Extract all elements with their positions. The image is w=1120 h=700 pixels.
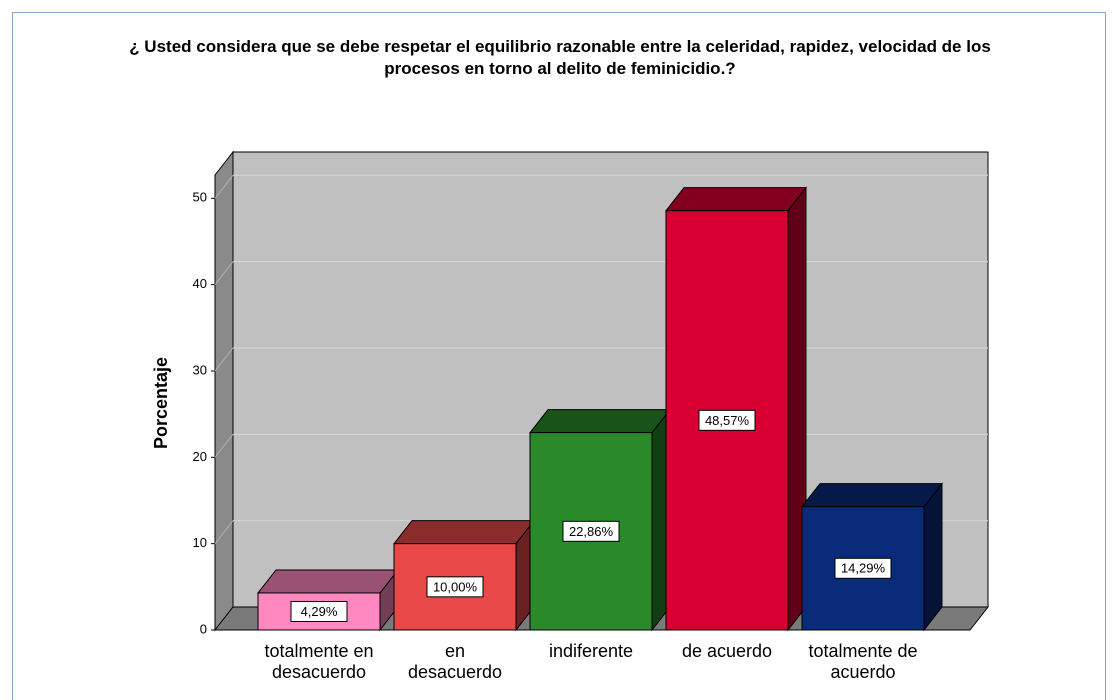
value-label-box: [290, 600, 348, 622]
grid-line: [214, 261, 234, 285]
y-tick-label: 40: [193, 276, 207, 291]
x-tick-label: totalmente de acuerdo: [808, 641, 918, 682]
bar-top: [664, 187, 808, 212]
grid-line: [214, 434, 234, 458]
value-label: 4,29%: [301, 604, 338, 619]
bar-top: [256, 569, 400, 594]
side-wall: [214, 150, 234, 632]
frame: [12, 12, 1106, 700]
y-tick-label: 0: [200, 621, 207, 636]
grid-line: [214, 520, 234, 544]
y-tick-label: 30: [193, 362, 207, 377]
x-tick-label: en desacuerdo: [407, 641, 503, 682]
grid-line: [214, 347, 234, 372]
value-label-box: [562, 520, 620, 542]
y-axis-label: Porcentaje: [151, 357, 171, 449]
x-tick-label: de acuerdo: [681, 641, 773, 661]
value-label: 14,29%: [841, 561, 886, 576]
value-label-box: [698, 409, 756, 431]
grid-line: [214, 175, 234, 199]
bar-top: [800, 483, 944, 508]
x-tick-label: totalmente en desacuerdo: [264, 641, 374, 682]
chart-title: ¿ Usted considera que se debe respetar e…: [129, 37, 991, 78]
value-label: 22,86%: [569, 524, 614, 539]
value-label: 10,00%: [433, 579, 478, 594]
bar-top: [528, 409, 672, 434]
x-tick-label: indiferente: [548, 641, 634, 661]
y-tick-label: 10: [193, 535, 207, 550]
value-label: 48,57%: [705, 413, 750, 428]
y-tick-label: 50: [193, 190, 207, 205]
bar-side: [923, 482, 943, 632]
value-label-box: [834, 557, 892, 579]
value-label-box: [426, 576, 484, 598]
bar-top: [392, 520, 536, 545]
y-tick-label: 20: [193, 449, 207, 464]
